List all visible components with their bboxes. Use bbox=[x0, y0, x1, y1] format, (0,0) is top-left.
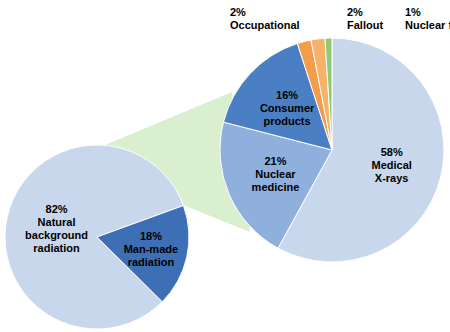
svg-text:58%MedicalX-rays: 58%MedicalX-rays bbox=[371, 146, 411, 184]
svg-text:18%Man-maderadiation: 18%Man-maderadiation bbox=[124, 230, 178, 268]
svg-text:16%Consumerproducts: 16%Consumerproducts bbox=[260, 89, 315, 127]
svg-text:2%Fallout: 2%Fallout bbox=[347, 6, 383, 31]
svg-text:2%Occupational: 2%Occupational bbox=[230, 6, 300, 31]
svg-text:82%Naturalbackgroundradiation: 82%Naturalbackgroundradiation bbox=[25, 203, 88, 254]
svg-text:1%Nuclear fuel cycle: 1%Nuclear fuel cycle bbox=[405, 6, 442, 31]
svg-text:21%Nuclearmedicine: 21%Nuclearmedicine bbox=[252, 155, 300, 193]
